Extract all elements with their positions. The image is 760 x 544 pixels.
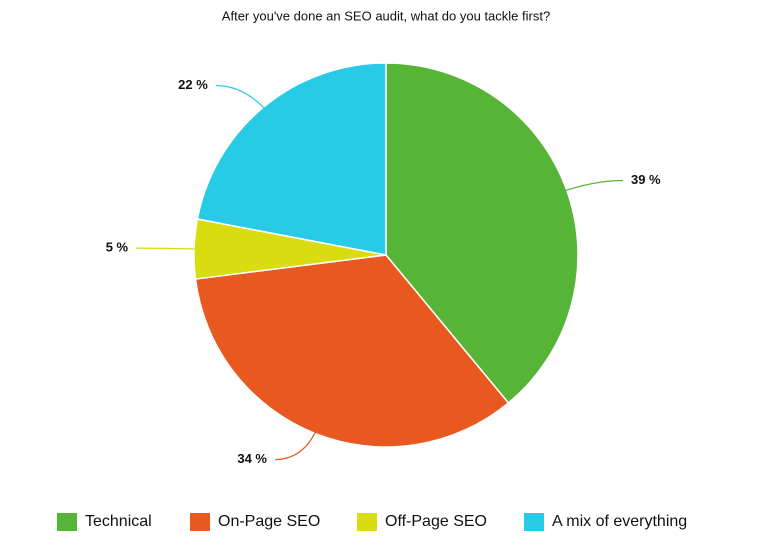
data-label: 5 % <box>106 240 129 255</box>
leader-line <box>557 179 623 194</box>
data-label: 22 % <box>178 77 208 92</box>
legend-swatch <box>357 513 377 531</box>
leader-line <box>136 247 205 250</box>
legend-label: On-Page SEO <box>218 513 320 530</box>
legend-swatch <box>57 513 77 531</box>
legend-label: Off-Page SEO <box>385 513 487 530</box>
legend-label: A mix of everything <box>552 513 687 530</box>
legend-swatch <box>190 513 210 531</box>
leader-line <box>275 423 320 461</box>
legend-label: Technical <box>85 513 152 530</box>
leader-line <box>215 84 271 116</box>
chart-title: After you've done an SEO audit, what do … <box>222 8 550 23</box>
data-label: 39 % <box>631 172 661 187</box>
legend-swatch <box>524 513 544 531</box>
data-label: 34 % <box>237 451 267 466</box>
